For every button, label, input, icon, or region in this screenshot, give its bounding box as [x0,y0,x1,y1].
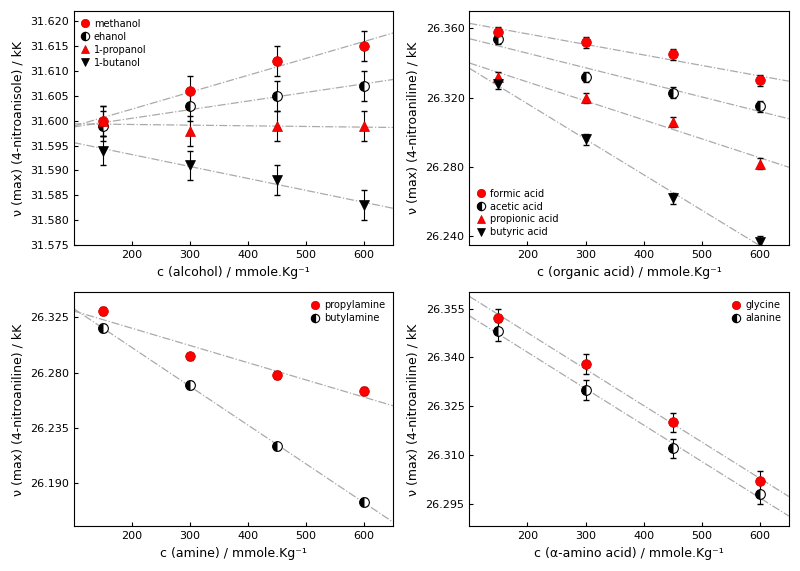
Y-axis label: ν (max) (4-nitroaniline) / kK: ν (max) (4-nitroaniline) / kK [11,323,24,496]
X-axis label: c (alcohol) / mmole.Kg⁻¹: c (alcohol) / mmole.Kg⁻¹ [157,266,310,279]
Y-axis label: ν (max) (4-nitroaniline) / kK: ν (max) (4-nitroaniline) / kK [407,323,420,496]
Legend: propylamine, butylamine: propylamine, butylamine [309,297,388,326]
Y-axis label: ν (max) (4-nitroanisole) / kK: ν (max) (4-nitroanisole) / kK [11,41,24,216]
X-axis label: c (organic acid) / mmole.Kg⁻¹: c (organic acid) / mmole.Kg⁻¹ [537,266,722,279]
X-axis label: c (amine) / mmole.Kg⁻¹: c (amine) / mmole.Kg⁻¹ [160,547,306,560]
Legend: formic acid, acetic acid, propionic acid, butyric acid: formic acid, acetic acid, propionic acid… [474,186,561,240]
Legend: glycine, alanine: glycine, alanine [730,297,784,326]
Y-axis label: ν (max) (4-nitroaniline) / kK: ν (max) (4-nitroaniline) / kK [407,42,420,214]
X-axis label: c (α-amino acid) / mmole.Kg⁻¹: c (α-amino acid) / mmole.Kg⁻¹ [534,547,724,560]
Legend: methanol, ehanol, 1-propanol, 1-butanol: methanol, ehanol, 1-propanol, 1-butanol [78,16,150,71]
